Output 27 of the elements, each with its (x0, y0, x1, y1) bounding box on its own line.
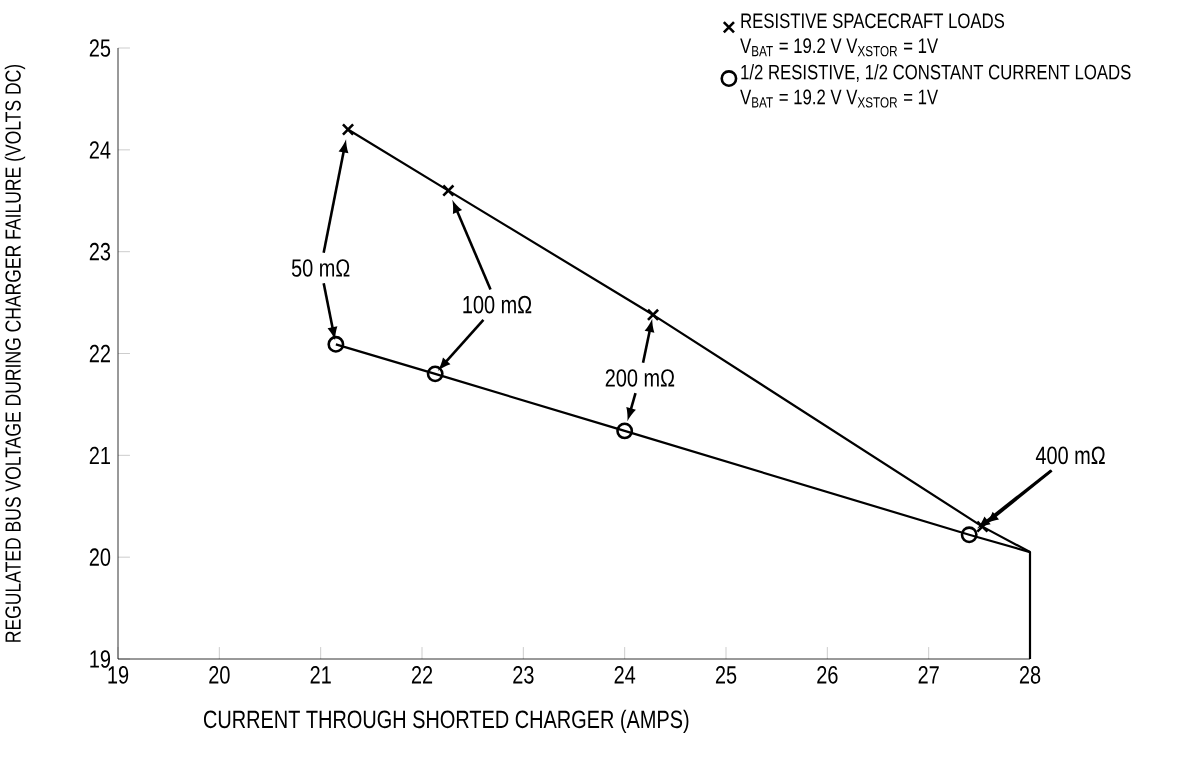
legend-label: RESISTIVE SPACECRAFT LOADS (741, 13, 1005, 29)
x-tick-label: 23 (513, 666, 534, 684)
x-tick-label: 22 (411, 666, 433, 684)
y-tick-label: 21 (89, 446, 110, 465)
x-tick-label: 21 (310, 666, 331, 684)
y-tick-label: 23 (89, 242, 111, 261)
x-tick-label: 20 (209, 666, 230, 684)
annotation: 200 mΩ (605, 369, 675, 387)
annotation: 50 mΩ (291, 259, 350, 277)
x-tick-label: 19 (108, 666, 129, 684)
annotation: V$_{BAT}$ = 19.2 V V$_{XSTOR}$ = 1V (740, 89, 939, 108)
annotation: 400 mΩ (1035, 446, 1105, 465)
annotation: 100 mΩ (463, 295, 532, 314)
y-axis-title: REGULATED BUS VOLTAGE DURING CHARGER FAILURE (VOLTS DC) (4, 64, 26, 642)
y-tick-label: 25 (89, 39, 111, 57)
y-tick-label: 22 (89, 344, 110, 363)
x-tick-label: 24 (614, 666, 636, 684)
x-tick-label: 25 (715, 666, 737, 684)
x-axis-title: CURRENT THROUGH SHORTED CHARGER (AMPS) (203, 709, 689, 734)
y-tick-label: 24 (89, 141, 111, 159)
annotation: V$_{BAT}$ = 19.2 V V$_{XSTOR}$ = 1V (740, 38, 939, 57)
x-tick-label: 26 (817, 666, 838, 684)
y-tick-label: 19 (90, 650, 111, 668)
legend-label: 1/2 RESISTIVE, 1/2 CONSTANT CURRENT LOADS (741, 64, 1131, 82)
x-tick-label: 27 (918, 666, 939, 684)
y-tick-label: 20 (89, 548, 111, 566)
x-tick-label: 28 (1019, 666, 1041, 684)
